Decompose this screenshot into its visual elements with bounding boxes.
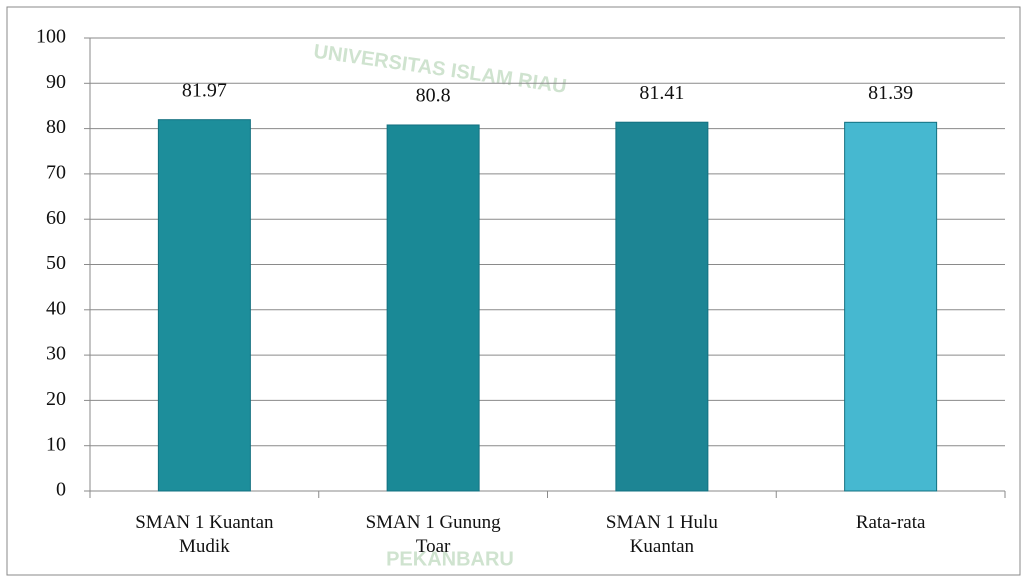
chart-page: UNIVERSITAS ISLAM RIAU PEKANBARU 0102030…	[0, 0, 1028, 583]
y-tick-label: 50	[46, 252, 66, 274]
bar	[616, 122, 708, 491]
y-tick-label: 100	[36, 26, 66, 48]
value-label: 81.97	[182, 79, 227, 101]
y-tick-label: 40	[46, 297, 66, 319]
x-tick-label: SMAN 1 Kuantan Mudik	[129, 511, 279, 559]
value-label: 81.39	[868, 82, 913, 104]
value-label: 80.8	[416, 85, 451, 107]
y-tick-label: 10	[46, 433, 66, 455]
value-label: 81.41	[639, 82, 684, 104]
bar	[845, 122, 937, 491]
x-tick-label: SMAN 1 Gunung Toar	[358, 511, 508, 559]
chart: UNIVERSITAS ISLAM RIAU PEKANBARU 0102030…	[0, 0, 1028, 583]
y-tick-label: 60	[46, 207, 66, 229]
y-tick-label: 70	[46, 161, 66, 183]
y-tick-label: 0	[56, 479, 66, 501]
y-tick-label: 20	[46, 388, 66, 410]
x-tick-label: SMAN 1 Hulu Kuantan	[587, 511, 737, 559]
y-tick-label: 30	[46, 343, 66, 365]
bar	[158, 120, 250, 491]
x-tick-label: Rata-rata	[816, 511, 966, 535]
bar	[387, 125, 479, 491]
y-tick-label: 80	[46, 116, 66, 138]
y-tick-label: 90	[46, 71, 66, 93]
